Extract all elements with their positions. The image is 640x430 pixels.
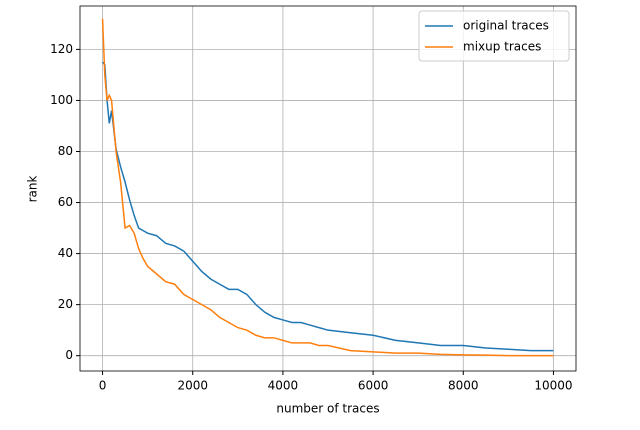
y-tick-label: 20 [58,297,73,311]
y-tick-label: 60 [58,195,73,209]
legend-label: mixup traces [463,40,541,54]
x-tick-label: 10000 [534,379,572,393]
legend-box [418,10,570,62]
plot-frame [79,5,577,372]
x-tick-label: 8000 [448,379,479,393]
y-tick-label: 100 [50,93,73,107]
x-tick-label: 4000 [268,379,299,393]
x-tick-label: 6000 [358,379,389,393]
data-line [101,61,554,352]
y-tick-label: 0 [65,348,73,362]
y-tick-label: 40 [58,246,73,260]
x-axis-label: number of traces [276,402,379,416]
x-tick-label: 2000 [177,379,208,393]
y-tick-label: 80 [58,144,73,158]
x-tick-label: 0 [99,379,107,393]
y-tick-label: 120 [50,42,73,56]
y-axis-label: rank [26,176,40,203]
data-line [101,18,554,357]
legend-label: original traces [463,19,549,33]
